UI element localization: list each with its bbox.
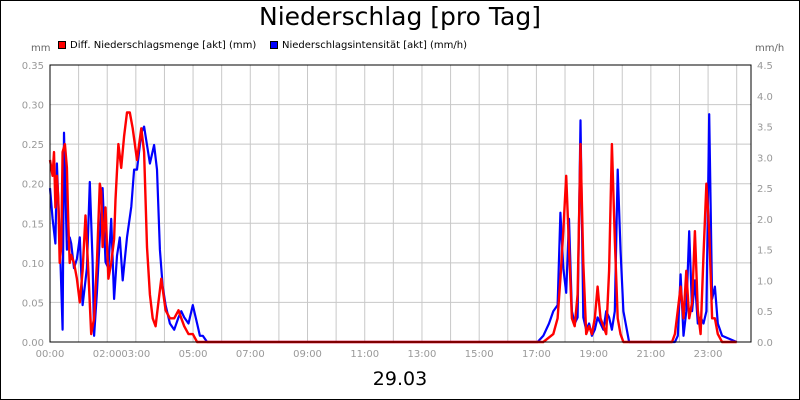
y-right-tick-label: 3.5 xyxy=(757,123,773,134)
x-tick-label: 07:00 xyxy=(236,349,265,360)
plot-area xyxy=(50,65,751,342)
y-right-tick-label: 1.0 xyxy=(757,276,773,287)
y-right-tick-label: 2.0 xyxy=(757,215,773,226)
y-left-tick-label: 0.25 xyxy=(22,140,44,151)
legend-item-rain-intensity: Niederschlagsintensität [akt] (mm/h) xyxy=(270,38,467,52)
x-tick-label: 00:00 xyxy=(36,349,65,360)
legend-label-rain-intensity: Niederschlagsintensität [akt] (mm/h) xyxy=(282,39,468,51)
y-left-tick-label: 0.35 xyxy=(22,61,44,72)
y-axis-left-unit: mm xyxy=(31,43,51,54)
y-left-tick-label: 0.30 xyxy=(22,101,44,112)
y-right-tick-label: 0.5 xyxy=(757,307,773,318)
y-axis-right-unit: mm/h xyxy=(755,43,785,54)
legend-swatch-rain-amount xyxy=(58,41,66,49)
legend-swatch-rain-intensity xyxy=(270,41,278,49)
rain-intensity-line xyxy=(48,113,738,344)
x-tick-label: 09:00 xyxy=(293,349,322,360)
y-right-tick-label: 1.5 xyxy=(757,246,773,257)
x-tick-label: 23:00 xyxy=(694,349,723,360)
x-tick-label: 19:00 xyxy=(579,349,608,360)
plot-border xyxy=(49,64,752,343)
y-right-tick-label: 2.5 xyxy=(757,184,773,195)
x-tick-label: 13:00 xyxy=(408,349,437,360)
chart-title: Niederschlag [pro Tag] xyxy=(259,2,541,31)
legend-label-rain-amount: Diff. Niederschlagsmenge [akt] (mm) xyxy=(70,39,257,51)
legend-item-rain-amount: Diff. Niederschlagsmenge [akt] (mm) xyxy=(58,38,256,52)
x-tick-label: 15:00 xyxy=(465,349,494,360)
rain-amount-line xyxy=(48,111,737,344)
x-tick-label: 17:00 xyxy=(522,349,551,360)
x-tick-label: 21:00 xyxy=(636,349,665,360)
x-tick-label: 05:00 xyxy=(179,349,208,360)
y-left-tick-label: 0.05 xyxy=(22,298,44,309)
y-right-tick-label: 4.0 xyxy=(757,92,773,103)
y-left-tick-label: 0.10 xyxy=(22,259,44,270)
y-left-tick-label: 0.20 xyxy=(22,180,44,191)
y-right-tick-label: 3.0 xyxy=(757,153,773,164)
y-right-tick-label: 0.0 xyxy=(757,338,773,349)
y-left-tick-label: 0.15 xyxy=(22,219,44,230)
x-tick-label: 03:00 xyxy=(121,349,150,360)
chart-date-label: 29.03 xyxy=(372,368,428,390)
x-tick-label: 11:00 xyxy=(350,349,379,360)
y-left-tick-label: 0.00 xyxy=(22,338,44,349)
y-right-tick-label: 4.5 xyxy=(757,61,773,72)
x-tick-label: 02:00 xyxy=(93,349,122,360)
